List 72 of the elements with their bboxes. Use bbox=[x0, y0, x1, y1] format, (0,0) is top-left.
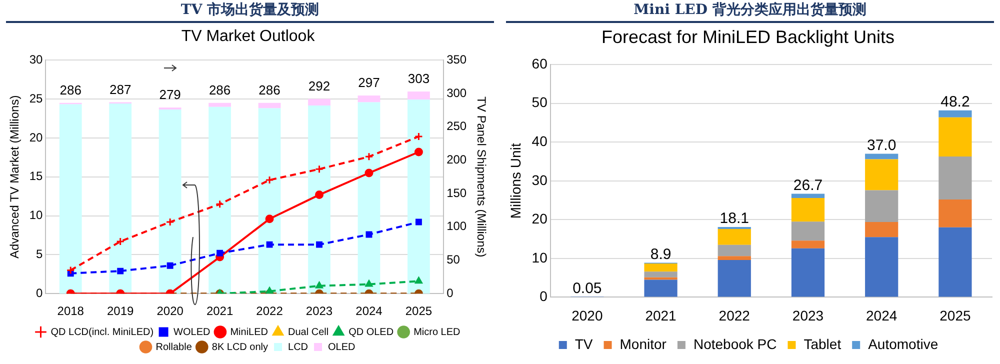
legend-label: QD OLED bbox=[348, 326, 394, 338]
legend-label: QD LCD(incl. MiniLED) bbox=[50, 326, 154, 338]
y-tick-label: 30 bbox=[29, 52, 44, 67]
total-label: 303 bbox=[408, 71, 430, 86]
x-tick-label: 2022 bbox=[718, 307, 750, 324]
x-tick-label: 2025 bbox=[940, 307, 971, 324]
total-label: 286 bbox=[258, 82, 280, 98]
legend-label: Notebook PC bbox=[693, 336, 777, 352]
total-label: 297 bbox=[358, 75, 380, 90]
y-axis-title: Advanced TV Market (Millions) bbox=[8, 95, 22, 258]
y-tick-label: 0 bbox=[36, 286, 44, 300]
y-tick-label: 60 bbox=[532, 55, 548, 72]
legend-label: Monitor bbox=[620, 336, 667, 352]
legend-label: MiniLED bbox=[230, 326, 268, 338]
x-tick-label: 2023 bbox=[792, 307, 824, 324]
total-label: 18.1 bbox=[720, 210, 749, 228]
total-label: 286 bbox=[208, 82, 231, 98]
total-label: 286 bbox=[60, 82, 82, 98]
legend-label: LCD bbox=[288, 342, 308, 353]
x-tick-label: 2022 bbox=[256, 304, 284, 318]
legend-label: Tablet bbox=[804, 336, 842, 352]
x-tick-label: 2021 bbox=[206, 304, 234, 318]
y2-tick-label: 0 bbox=[446, 286, 454, 300]
y2-tick-label: 250 bbox=[446, 119, 467, 134]
y-tick-label: 15 bbox=[29, 169, 44, 184]
y-tick-label: 20 bbox=[532, 210, 548, 227]
legend-label: TV bbox=[574, 336, 594, 352]
y2-tick-label: 150 bbox=[446, 186, 467, 200]
total-label: 0.05 bbox=[572, 280, 602, 298]
x-tick-label: 2024 bbox=[866, 307, 898, 324]
y-tick-label: 10 bbox=[29, 208, 44, 222]
legend-label: OLED bbox=[328, 342, 356, 353]
chart-subtitle: Forecast for MiniLED Backlight Units bbox=[601, 26, 895, 47]
total-label: 292 bbox=[308, 78, 330, 94]
chart-title: Mini LED 背光分类应用出货量预测 bbox=[506, 0, 994, 23]
y-axis-title: Millions Unit bbox=[507, 143, 524, 219]
y-tick-label: 40 bbox=[532, 132, 548, 149]
x-tick-label: 2019 bbox=[106, 304, 134, 318]
y-tick-label: 20 bbox=[29, 130, 44, 144]
x-tick-label: 2023 bbox=[306, 304, 333, 318]
total-label: 279 bbox=[159, 87, 181, 102]
y-tick-label: 10 bbox=[532, 249, 548, 266]
y2-tick-label: 100 bbox=[446, 219, 467, 234]
total-label: 48.2 bbox=[940, 93, 970, 110]
y2-tick-label: 50 bbox=[446, 252, 460, 267]
chart-subtitle: TV Market Outlook bbox=[181, 28, 316, 46]
y2-tick-label: 200 bbox=[446, 152, 467, 167]
x-tick-label: 2018 bbox=[57, 304, 84, 318]
total-label: 287 bbox=[109, 82, 132, 97]
chart-title: TV 市场出货量及预测 bbox=[6, 0, 494, 23]
y-tick-label: 0 bbox=[540, 288, 548, 304]
x-tick-label: 2020 bbox=[156, 304, 184, 318]
total-label: 26.7 bbox=[793, 176, 823, 194]
x-tick-label: 2020 bbox=[572, 307, 603, 324]
legend-label: 8K LCD only bbox=[212, 342, 268, 353]
legend-label: Rollable bbox=[156, 342, 192, 353]
legend-label: Dual Cell bbox=[288, 326, 329, 338]
y-tick-label: 50 bbox=[532, 94, 548, 110]
y-tick-label: 5 bbox=[36, 247, 44, 262]
total-label: 8.9 bbox=[650, 246, 672, 263]
y2-tick-label: 300 bbox=[446, 86, 467, 100]
x-tick-label: 2024 bbox=[356, 304, 383, 318]
y2-tick-label: 350 bbox=[446, 52, 467, 67]
legend-label: Automotive bbox=[868, 336, 938, 352]
x-tick-label: 2021 bbox=[645, 307, 677, 324]
y-tick-label: 25 bbox=[29, 91, 44, 106]
y2-axis-title: TV Panel Shipments (Millions) bbox=[474, 96, 488, 258]
x-tick-label: 2025 bbox=[405, 304, 432, 318]
legend-label: Micro LED bbox=[414, 326, 460, 338]
y-tick-label: 30 bbox=[532, 172, 548, 188]
total-label: 37.0 bbox=[866, 136, 896, 154]
legend-label: WOLED bbox=[174, 326, 210, 338]
